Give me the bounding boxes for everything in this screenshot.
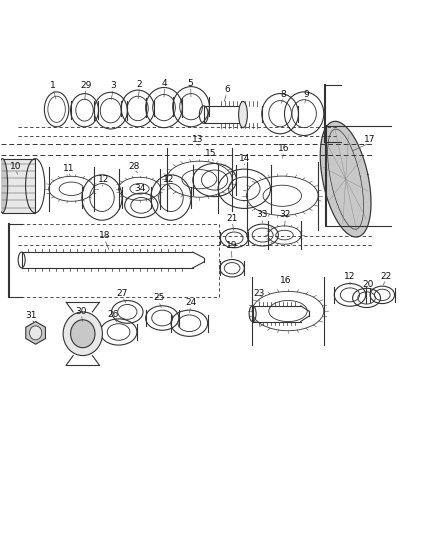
Text: 13: 13 — [192, 135, 204, 144]
Text: 8: 8 — [281, 90, 286, 99]
Text: 33: 33 — [256, 211, 268, 220]
Text: 9: 9 — [304, 90, 309, 99]
Text: 34: 34 — [135, 184, 146, 193]
Text: 17: 17 — [364, 135, 375, 144]
Ellipse shape — [63, 312, 102, 356]
Text: 3: 3 — [110, 81, 116, 90]
Text: 32: 32 — [280, 211, 291, 220]
Text: 15: 15 — [205, 149, 217, 158]
Ellipse shape — [0, 159, 8, 213]
Text: 27: 27 — [117, 289, 128, 298]
Text: 5: 5 — [188, 79, 194, 87]
Text: 19: 19 — [226, 241, 237, 250]
Text: 4: 4 — [162, 79, 167, 87]
Text: 18: 18 — [99, 231, 110, 240]
Ellipse shape — [239, 101, 247, 128]
Text: 22: 22 — [380, 272, 392, 280]
Text: 2: 2 — [137, 80, 142, 89]
Text: 28: 28 — [128, 161, 140, 171]
Text: 16: 16 — [278, 144, 290, 153]
Text: 10: 10 — [10, 161, 22, 171]
Text: 29: 29 — [80, 81, 92, 90]
Text: 31: 31 — [25, 311, 37, 320]
Ellipse shape — [71, 320, 95, 348]
Text: 1: 1 — [50, 81, 56, 90]
Text: 25: 25 — [153, 294, 164, 302]
Text: 12: 12 — [163, 175, 174, 184]
Text: 23: 23 — [254, 289, 265, 298]
Text: 11: 11 — [63, 164, 74, 173]
Text: 6: 6 — [224, 85, 230, 94]
Ellipse shape — [29, 326, 42, 340]
FancyBboxPatch shape — [3, 159, 35, 213]
Text: 20: 20 — [363, 280, 374, 289]
Text: 16: 16 — [279, 276, 291, 285]
Text: 12: 12 — [344, 272, 356, 280]
Text: 30: 30 — [76, 306, 87, 316]
Text: 26: 26 — [108, 310, 119, 319]
Text: 24: 24 — [185, 298, 196, 307]
Polygon shape — [320, 122, 371, 237]
Text: 21: 21 — [226, 214, 238, 223]
Text: 14: 14 — [239, 154, 250, 163]
Text: 12: 12 — [98, 175, 109, 184]
